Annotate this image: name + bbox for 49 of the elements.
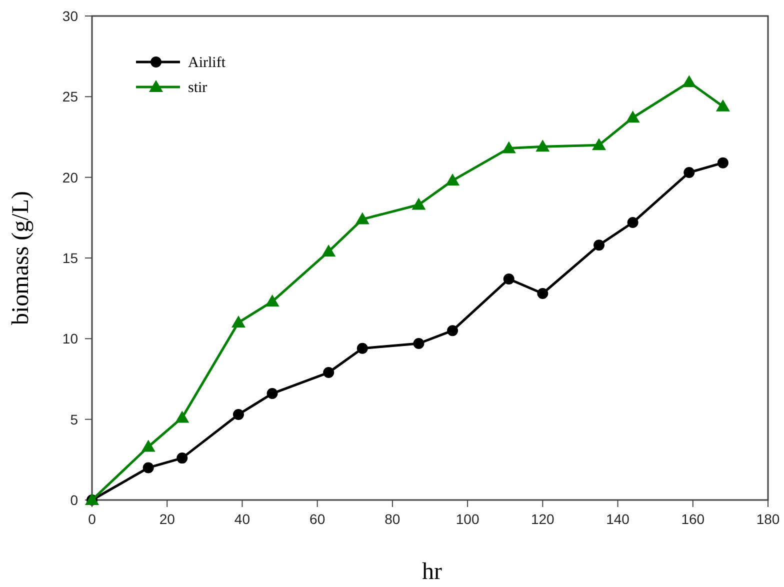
point xyxy=(627,217,638,228)
point xyxy=(141,440,156,452)
x-tick-label: 40 xyxy=(234,511,250,527)
x-tick-label: 160 xyxy=(681,511,705,527)
point xyxy=(142,462,154,474)
y-tick-label: 15 xyxy=(62,250,78,266)
point xyxy=(176,452,188,464)
x-tick-label: 100 xyxy=(456,511,480,527)
x-axis-title: hr xyxy=(422,559,442,585)
x-tick-label: 120 xyxy=(530,511,555,527)
point xyxy=(502,141,516,154)
point xyxy=(537,288,548,299)
y-tick-label: 30 xyxy=(62,8,78,24)
x-tick-label: 0 xyxy=(88,511,96,527)
point xyxy=(626,110,640,123)
point xyxy=(594,240,604,251)
point xyxy=(355,212,370,224)
y-tick-label: 20 xyxy=(62,169,78,186)
y-tick-label: 10 xyxy=(62,330,78,347)
x-tick-label: 80 xyxy=(384,511,400,527)
point xyxy=(412,198,426,210)
legend-label: stir xyxy=(188,80,208,96)
point xyxy=(684,166,695,178)
point xyxy=(265,294,280,307)
point xyxy=(231,316,246,328)
x-tick-label: 140 xyxy=(606,511,630,527)
y-tick-label: 5 xyxy=(70,411,78,428)
point xyxy=(356,342,368,354)
point xyxy=(682,75,696,88)
point xyxy=(232,408,244,420)
point xyxy=(266,388,278,400)
point xyxy=(413,338,424,350)
point xyxy=(592,138,606,150)
point xyxy=(322,244,336,257)
point xyxy=(717,157,728,168)
point xyxy=(716,99,730,112)
x-tick-label: 180 xyxy=(756,511,780,527)
x-tick-label: 20 xyxy=(159,511,176,527)
point xyxy=(323,367,334,378)
legend-label: Airlift xyxy=(188,55,226,71)
y-axis-title: biomass (g/L) xyxy=(8,191,34,325)
point xyxy=(503,273,514,284)
y-tick-label: 0 xyxy=(70,492,78,508)
x-tick-label: 60 xyxy=(310,511,326,527)
point xyxy=(175,410,190,423)
point xyxy=(447,325,458,336)
y-tick-label: 25 xyxy=(62,88,78,105)
point xyxy=(536,140,550,152)
point xyxy=(446,174,460,186)
